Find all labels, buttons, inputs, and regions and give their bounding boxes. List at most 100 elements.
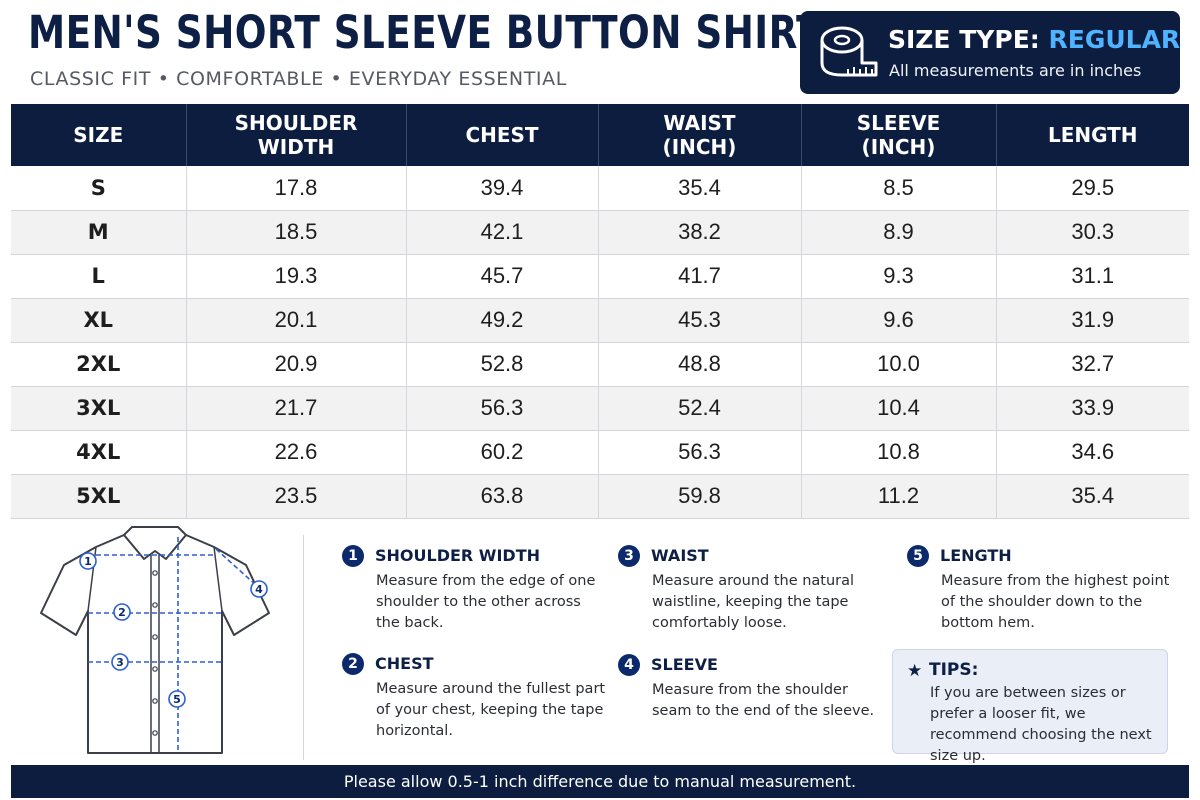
guide-number-2-icon: 2 (342, 653, 364, 675)
shirt-button (152, 602, 158, 608)
section-divider (303, 535, 304, 760)
measurement-cell: 23.5 (186, 474, 407, 519)
measurement-cell: 35.4 (996, 474, 1189, 519)
marker-3-label: 3 (116, 656, 124, 669)
column-header-line: SHOULDER (234, 111, 358, 135)
guide-description: Measure from the highest point of the sh… (941, 573, 1170, 631)
column-header-line: (INCH) (861, 135, 936, 159)
guide-title: SHOULDER WIDTH (375, 546, 540, 565)
size-chart-table: SIZE SHOULDER WIDTH CHEST WAIST (INCH) SLEEVE(… (11, 104, 1189, 519)
measurement-cell: 39.4 (406, 166, 599, 211)
size-cell: S (11, 166, 187, 211)
table-row: M 18.5 42.1 38.2 8.9 30.3 (11, 210, 1189, 255)
measurement-cell: 17.8 (186, 166, 407, 211)
measurement-cell: 20.9 (186, 342, 407, 387)
shirt-button (152, 570, 158, 576)
measurement-cell: 41.7 (598, 254, 802, 299)
guide-number-5-icon: 5 (907, 545, 929, 567)
guide-number-1-icon: 1 (342, 545, 364, 567)
measurement-cell: 29.5 (996, 166, 1189, 211)
marker-5-icon (168, 690, 186, 708)
shirt-button (152, 666, 158, 672)
footer-note: Please allow 0.5-1 inch difference due t… (11, 765, 1189, 798)
shirt-outline (40, 534, 270, 754)
measurement-cell: 34.6 (996, 430, 1189, 475)
measurement-cell: 11.2 (801, 474, 997, 519)
measurement-cell: 9.6 (801, 298, 997, 343)
column-header: WAIST (INCH) (598, 104, 802, 166)
measurement-cell: 52.8 (406, 342, 599, 387)
guide-description: Measure from the edge of one shoulder to… (376, 573, 596, 631)
guide-description: Measure around the natural waistline, ke… (652, 573, 855, 631)
column-header: SHOULDER WIDTH (186, 104, 407, 166)
column-header-line: (INCH) (662, 135, 737, 159)
measurement-cell: 33.9 (996, 386, 1189, 431)
shirt-button (152, 698, 158, 704)
shirt-button (152, 634, 158, 640)
column-header-line: CHEST (465, 123, 539, 147)
table-row: 5XL 23.5 63.8 59.8 11.2 35.4 (11, 474, 1189, 519)
guide-title: LENGTH (940, 546, 1012, 565)
column-header: CHEST (406, 104, 599, 166)
size-cell: L (11, 254, 187, 299)
column-header-line: SIZE (73, 123, 124, 147)
sleeve-measure-line (215, 548, 259, 588)
diagram-markers: 1 2 3 4 5 (79, 552, 268, 708)
measurement-cell: 48.8 (598, 342, 802, 387)
measurement-cell: 32.7 (996, 342, 1189, 387)
shirt-button (152, 730, 158, 736)
star-icon: ★ (907, 661, 923, 681)
measurement-cell: 60.2 (406, 430, 599, 475)
column-header-line: LENGTH (1047, 123, 1138, 147)
shirt-collar (123, 526, 187, 560)
tips-title: TIPS: (929, 660, 979, 680)
column-header-line: WAIST (663, 111, 736, 135)
table-row: 4XL 22.6 60.2 56.3 10.8 34.6 (11, 430, 1189, 475)
measuring-tape-icon (820, 26, 878, 77)
table-body: S 17.8 39.4 35.4 8.5 29.5 M 18.5 42.1 38.2 8.9 30.3… (11, 166, 1189, 519)
size-type-value: REGULAR (1048, 25, 1181, 54)
measurement-cell: 31.9 (996, 298, 1189, 343)
size-cell: 4XL (11, 430, 187, 475)
measurement-cell: 45.7 (406, 254, 599, 299)
marker-3-icon (111, 653, 129, 671)
measurement-cell: 22.6 (186, 430, 407, 475)
measurement-cell: 56.3 (598, 430, 802, 475)
measurement-cell: 18.5 (186, 210, 407, 255)
measurement-cell: 10.8 (801, 430, 997, 475)
size-cell: 2XL (11, 342, 187, 387)
table-row: 2XL 20.9 52.8 48.8 10.0 32.7 (11, 342, 1189, 387)
table-row: XL 20.1 49.2 45.3 9.6 31.9 (11, 298, 1189, 343)
header: MEN'S SHORT SLEEVE BUTTON SHIRT CLASSIC … (0, 0, 1200, 100)
measurement-cell: 42.1 (406, 210, 599, 255)
measurement-cell: 59.8 (598, 474, 802, 519)
page-subtitle: CLASSIC FIT • COMFORTABLE • EVERYDAY ESS… (30, 68, 567, 90)
guide-description: Measure from the shoulder seam to the en… (652, 682, 875, 719)
size-cell: M (11, 210, 187, 255)
guide-number-4-icon: 4 (618, 654, 640, 676)
measurement-cell: 49.2 (406, 298, 599, 343)
guide-title: WAIST (651, 546, 709, 565)
marker-2-icon (113, 603, 131, 621)
measurement-cell: 10.4 (801, 386, 997, 431)
measurement-cell: 8.5 (801, 166, 997, 211)
size-cell: XL (11, 298, 187, 343)
measurement-cell: 56.3 (406, 386, 599, 431)
size-cell: 3XL (11, 386, 187, 431)
marker-1-icon (79, 552, 97, 570)
column-header-line: WIDTH (257, 135, 335, 159)
table-row: 3XL 21.7 56.3 52.4 10.4 33.9 (11, 386, 1189, 431)
measurement-cell: 63.8 (406, 474, 599, 519)
column-header-line: SLEEVE (856, 111, 941, 135)
column-header: SIZE (11, 104, 187, 166)
measurement-cell: 9.3 (801, 254, 997, 299)
marker-4-label: 4 (255, 583, 263, 596)
measurement-cell: 19.3 (186, 254, 407, 299)
marker-1-label: 1 (84, 555, 92, 568)
guide-title: CHEST (375, 654, 434, 673)
measurement-cell: 45.3 (598, 298, 802, 343)
measurement-cell: 31.1 (996, 254, 1189, 299)
guide-description: Measure around the fullest part of your … (376, 681, 606, 739)
shirt-buttons (152, 570, 158, 736)
units-note: All measurements are in inches (889, 61, 1142, 80)
